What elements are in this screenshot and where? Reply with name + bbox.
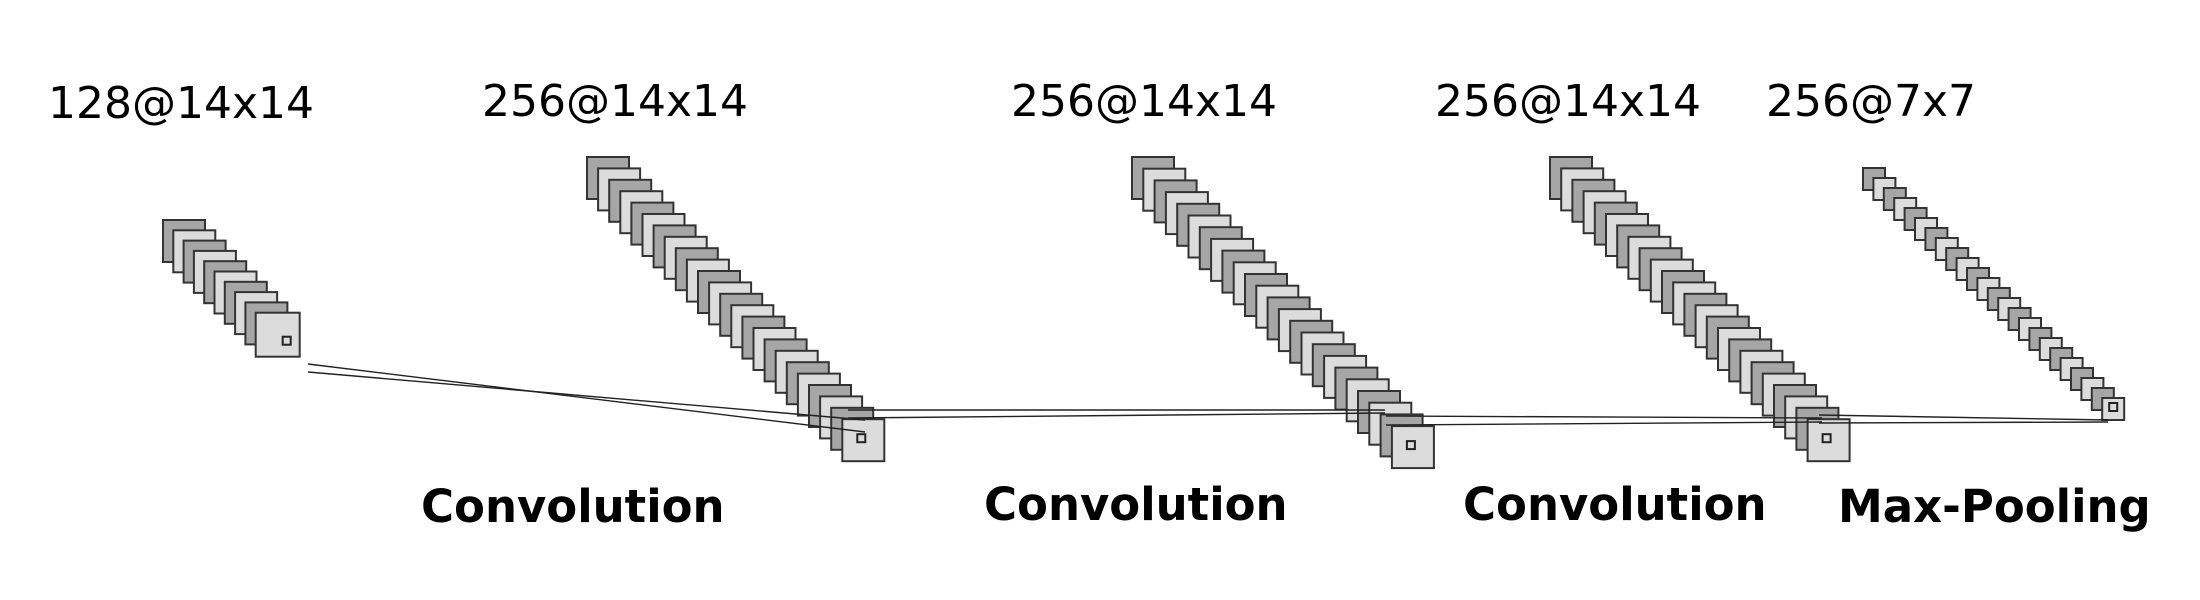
- kernel-window: [1405, 440, 1416, 451]
- connection-line: [307, 371, 866, 421]
- feature-map-stack-2: [586, 156, 886, 463]
- layer-label-3: 256@14x14: [1011, 76, 1277, 127]
- front-feature-map: [254, 311, 301, 358]
- connection-line: [307, 363, 866, 433]
- layer-label-5: 256@7x7: [1766, 76, 1976, 127]
- feature-map-stack-4: [1549, 156, 1851, 463]
- feature-map-stack-1: [162, 219, 301, 358]
- feature-map-stack-3: [1131, 156, 1435, 470]
- front-feature-map: [1806, 418, 1851, 463]
- kernel-window: [1821, 433, 1832, 444]
- connection-line: [1818, 421, 2109, 424]
- operation-label-1: Convolution: [421, 480, 725, 533]
- connection-line: [1385, 415, 1823, 419]
- connection-lines: [307, 363, 2109, 433]
- front-feature-map: [2101, 397, 2126, 421]
- operation-label-3: Convolution: [1463, 478, 1767, 531]
- kernel-window: [856, 433, 867, 444]
- connection-line: [847, 412, 1386, 419]
- connection-line: [1385, 421, 1823, 426]
- operation-label-4: Max-Pooling: [1838, 480, 2151, 533]
- front-feature-map: [1390, 425, 1435, 470]
- layer-label-4: 256@14x14: [1435, 76, 1701, 127]
- feature-map-stack-5: [1862, 167, 2126, 421]
- kernel-window: [2108, 402, 2119, 412]
- operation-label-2: Convolution: [984, 478, 1288, 531]
- kernel-window: [281, 335, 292, 346]
- connection-line: [1818, 414, 2109, 421]
- layer-label-1: 128@14x14: [48, 78, 314, 129]
- layer-label-2: 256@14x14: [482, 76, 748, 127]
- front-feature-map: [841, 418, 886, 463]
